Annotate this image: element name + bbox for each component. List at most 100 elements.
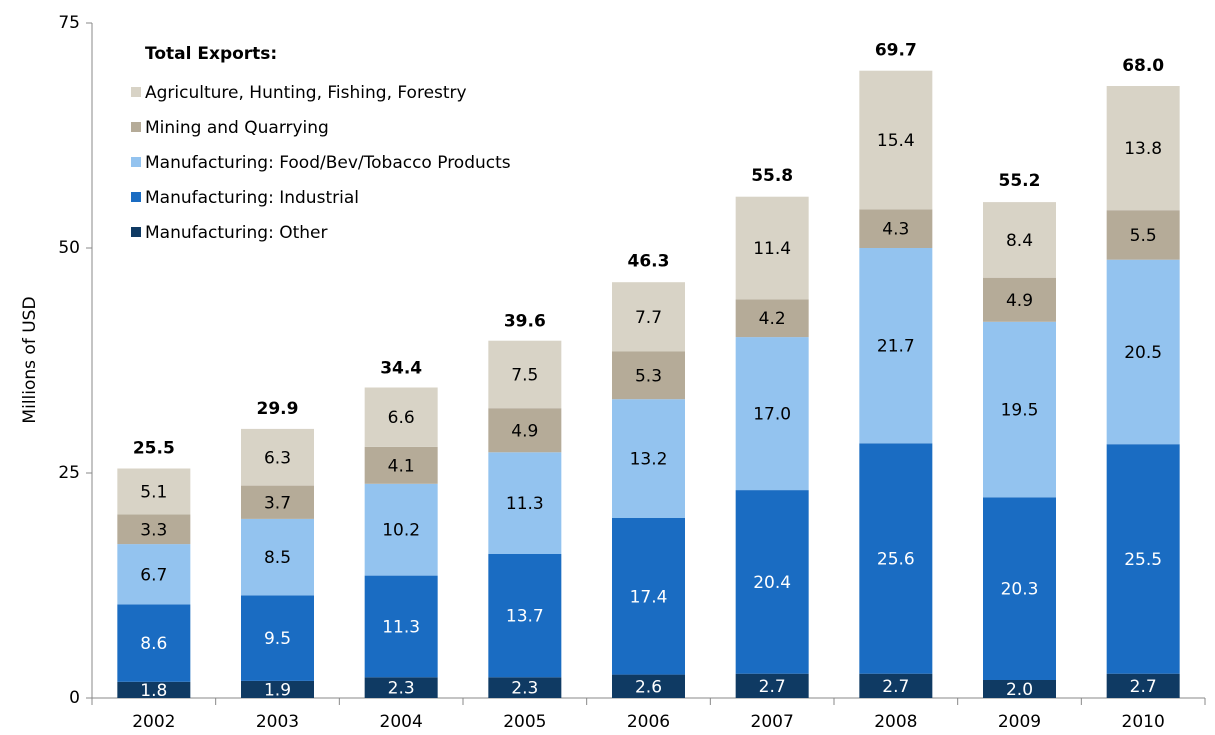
value-label: 9.5: [264, 629, 291, 649]
bar-segment: [735, 673, 809, 698]
value-label: 11.3: [382, 617, 420, 637]
value-label: 17.0: [753, 405, 791, 425]
x-tick-label: 2004: [380, 712, 423, 732]
value-label: 7.5: [511, 365, 538, 385]
legend-label: Manufacturing: Industrial: [145, 188, 359, 208]
bar-segment: [612, 399, 685, 518]
value-label: 1.8: [140, 681, 167, 701]
bar-segment: [983, 497, 1056, 680]
bar-segment: [488, 677, 562, 698]
x-tick-label: 2007: [751, 712, 794, 732]
value-label: 21.7: [877, 337, 915, 357]
bar-segment: [488, 452, 562, 554]
bar-segment: [488, 554, 562, 678]
bar-segment: [859, 70, 933, 210]
value-label: 13.8: [1124, 139, 1162, 159]
legend-swatch: [131, 122, 141, 132]
bar-segment: [488, 408, 562, 453]
bar-segment: [1106, 210, 1180, 260]
total-label: 29.9: [257, 399, 299, 419]
value-label: 4.3: [882, 220, 909, 240]
y-axis-label: Millions of USD: [20, 296, 40, 423]
total-label: 68.0: [1122, 56, 1164, 76]
value-label: 13.2: [630, 450, 668, 470]
bar-segment: [117, 604, 191, 682]
value-label: 19.5: [1001, 401, 1039, 421]
bar-segment: [117, 468, 191, 515]
legend-label: Mining and Quarrying: [145, 118, 329, 138]
legend-label: Agriculture, Hunting, Fishing, Forestry: [145, 83, 467, 103]
bar-segment: [1106, 673, 1180, 698]
bar-segment: [241, 518, 314, 596]
bar-segment: [612, 351, 685, 400]
value-label: 11.3: [506, 494, 544, 514]
value-label: 4.1: [388, 456, 415, 476]
bar-segment: [859, 248, 933, 444]
value-label: 20.3: [1001, 580, 1039, 600]
total-label: 55.8: [751, 166, 793, 186]
total-label: 39.6: [504, 312, 546, 332]
bar-segment: [983, 202, 1056, 278]
x-tick-label: 2003: [256, 712, 299, 732]
bar-segment: [364, 446, 438, 484]
value-label: 5.1: [140, 482, 167, 502]
value-label: 4.9: [1006, 291, 1033, 311]
value-label: 2.7: [759, 677, 786, 697]
bar-segment: [364, 483, 438, 576]
legend-swatch: [131, 227, 141, 237]
value-label: 2.3: [388, 679, 415, 699]
value-label: 2.3: [511, 679, 538, 699]
value-label: 7.7: [635, 308, 662, 328]
value-label: 17.4: [630, 587, 668, 607]
bar-segment: [488, 340, 562, 409]
value-label: 25.6: [877, 550, 915, 570]
bar-segment: [241, 680, 314, 698]
bar-segment: [612, 674, 685, 698]
bar-segment: [1106, 259, 1180, 445]
bar-segment: [117, 514, 191, 545]
bar-segment: [735, 337, 809, 491]
x-tick-label: 2005: [503, 712, 546, 732]
bar-segment: [859, 443, 933, 674]
bar-segment: [117, 681, 191, 698]
total-label: 25.5: [133, 439, 175, 459]
value-label: 13.7: [506, 607, 544, 627]
value-label: 2.0: [1006, 680, 1033, 700]
bar-segment: [859, 209, 933, 248]
bar-segment: [983, 277, 1056, 322]
bar-segment: [859, 673, 933, 698]
y-tick-label: 50: [58, 238, 80, 258]
value-label: 8.6: [140, 634, 167, 654]
value-label: 1.9: [264, 680, 291, 700]
y-tick-label: 25: [58, 463, 80, 483]
value-label: 5.3: [635, 366, 662, 386]
bar-segment: [983, 680, 1056, 698]
value-label: 15.4: [877, 131, 915, 151]
legend-swatch: [131, 157, 141, 167]
bar-segment: [364, 677, 438, 698]
value-label: 20.5: [1124, 343, 1162, 363]
value-label: 2.7: [882, 677, 909, 697]
bar-segment: [241, 485, 314, 519]
y-tick-label: 0: [69, 688, 80, 708]
bar-segment: [612, 282, 685, 352]
value-label: 8.4: [1006, 231, 1033, 251]
total-label: 55.2: [999, 171, 1041, 191]
legend-title: Total Exports:: [145, 44, 277, 64]
value-label: 20.4: [753, 573, 791, 593]
x-tick-label: 2010: [1122, 712, 1165, 732]
bar-segment: [1106, 444, 1180, 674]
bar-segment: [735, 490, 809, 674]
value-label: 6.7: [140, 565, 167, 585]
legend-swatch: [131, 192, 141, 202]
y-tick-label: 75: [58, 13, 80, 33]
bar-segment: [612, 518, 685, 675]
total-label: 69.7: [875, 41, 917, 61]
value-label: 4.9: [511, 421, 538, 441]
bar-segment: [117, 544, 191, 605]
value-label: 10.2: [382, 521, 420, 541]
value-label: 3.3: [140, 520, 167, 540]
value-label: 6.6: [388, 408, 415, 428]
x-tick-label: 2002: [132, 712, 175, 732]
